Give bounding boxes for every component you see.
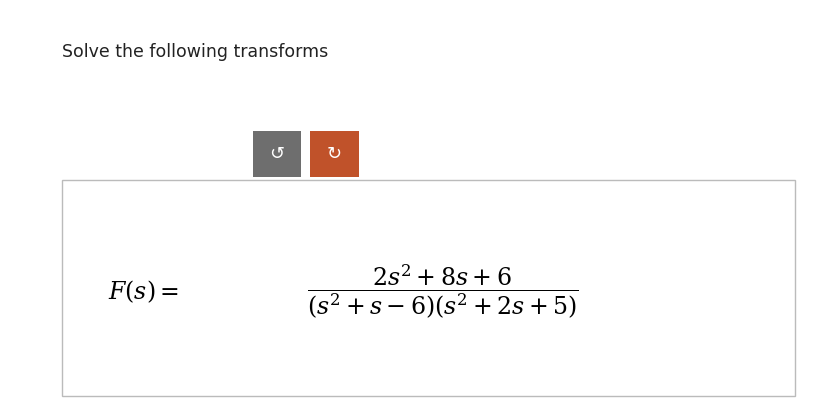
Text: Solve the following transforms: Solve the following transforms bbox=[62, 43, 328, 61]
Text: ↻: ↻ bbox=[327, 145, 342, 163]
Text: $\dfrac{2s^2 + 8s + 6}{(s^2 + s - 6)(s^2 + 2s + 5)}$: $\dfrac{2s^2 + 8s + 6}{(s^2 + s - 6)(s^2… bbox=[307, 262, 578, 321]
FancyBboxPatch shape bbox=[252, 131, 300, 177]
FancyBboxPatch shape bbox=[310, 131, 358, 177]
Text: $F(s) =$: $F(s) =$ bbox=[108, 278, 179, 305]
Text: ↺: ↺ bbox=[269, 145, 284, 163]
FancyBboxPatch shape bbox=[62, 180, 794, 396]
